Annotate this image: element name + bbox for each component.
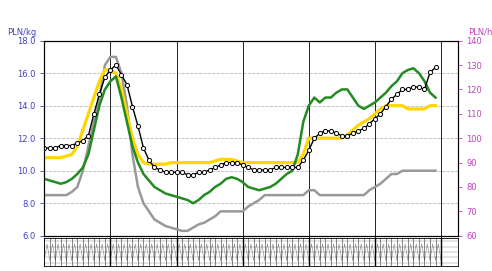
Text: PLN/kg: PLN/kg xyxy=(7,28,36,37)
Text: PLN/hl: PLN/hl xyxy=(468,28,492,37)
